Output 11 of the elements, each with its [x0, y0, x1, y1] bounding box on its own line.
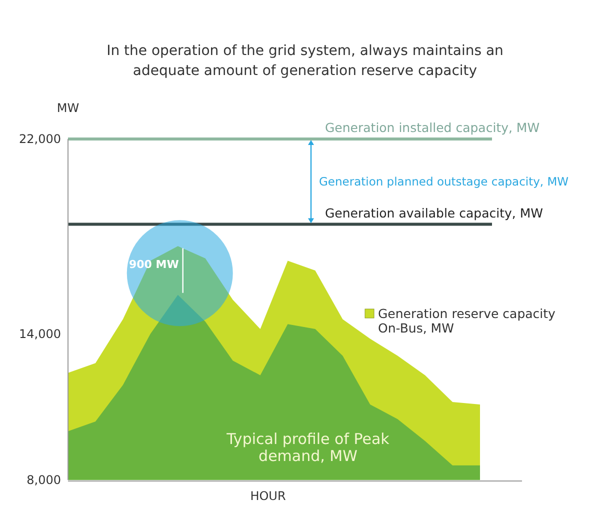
y-tick-label: 8,000	[26, 473, 61, 487]
y-tick-label: 14,000	[19, 326, 61, 341]
legend-label: Generation reserve capacity On-Bus, MW	[378, 306, 556, 336]
ref-line-label: Generation available capacity, MW	[325, 205, 543, 220]
series-label: Typical profile of Peak demand, MW	[226, 430, 390, 465]
y-axis-title: MW	[56, 101, 80, 115]
annotation: Generation planned outstage capacity, MW	[319, 174, 569, 189]
x-axis-title: HOUR	[250, 489, 286, 503]
chart-subtitle: In the operation of the grid system, always maintains an adequate amount of generation reserve capacity	[106, 43, 504, 79]
ref-line-label: Generation installed capacity, MW	[325, 120, 540, 135]
y-tick-label: 22,000	[19, 132, 61, 146]
